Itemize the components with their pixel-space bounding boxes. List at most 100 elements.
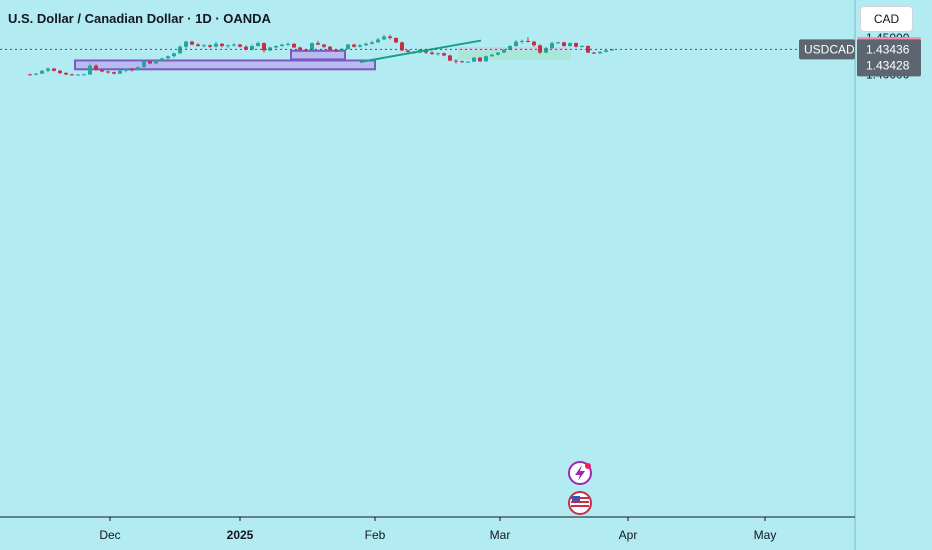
candle — [340, 48, 344, 52]
candle-body — [250, 46, 254, 50]
candle-body — [508, 46, 512, 50]
candle — [370, 40, 374, 45]
candle-body — [298, 47, 302, 50]
time-tick-label: Feb — [365, 528, 386, 542]
candle-body — [286, 43, 290, 45]
candle-body — [226, 45, 230, 47]
candle-body — [64, 72, 68, 75]
candle-body — [484, 56, 488, 62]
candle — [148, 60, 152, 65]
candle — [100, 69, 104, 73]
candle-body — [328, 46, 332, 50]
candle — [352, 43, 356, 48]
candle-body — [388, 36, 392, 38]
candle — [598, 51, 602, 55]
candle-body — [568, 43, 572, 47]
candle-body — [370, 42, 374, 44]
time-tick-label: Mar — [490, 528, 511, 542]
candle-body — [460, 61, 464, 63]
candle-body — [238, 44, 242, 47]
candle-body — [364, 43, 368, 46]
candle-body — [358, 45, 362, 47]
candle-body — [76, 74, 80, 76]
candle-body — [496, 52, 500, 55]
candle — [172, 52, 176, 58]
candles-layer — [28, 34, 614, 76]
time-tick-label: Dec — [99, 528, 120, 542]
candle — [76, 74, 80, 76]
candle — [190, 40, 194, 46]
candle — [466, 61, 470, 63]
candle-body — [310, 43, 314, 51]
price-badges: 1.437431.41984USDCAD1.4343613:13:301.434… — [799, 37, 921, 77]
candle — [502, 48, 506, 54]
currency-button[interactable]: CAD — [860, 6, 913, 32]
candle — [118, 70, 122, 75]
candle-body — [316, 43, 320, 45]
candle-body — [40, 70, 44, 74]
candle-body — [70, 74, 74, 76]
chart-title: U.S. Dollar / Canadian Dollar · 1D · OAN… — [8, 11, 271, 26]
candle-body — [274, 46, 278, 48]
candle — [34, 72, 38, 76]
candle — [262, 42, 266, 53]
candle — [592, 51, 596, 55]
candle — [214, 41, 218, 48]
candle — [142, 59, 146, 68]
entry-price-label: 1.43428 — [866, 58, 910, 72]
candle-body — [196, 44, 200, 47]
candle — [124, 68, 128, 73]
candle-body — [178, 46, 182, 54]
candle — [604, 49, 608, 53]
candle-body — [244, 46, 248, 50]
candle — [496, 51, 500, 56]
candle-body — [526, 40, 530, 42]
candle — [88, 63, 92, 76]
candle-body — [382, 36, 386, 40]
candle — [550, 41, 554, 49]
candle-body — [406, 50, 410, 52]
candle-body — [520, 40, 524, 42]
candle — [532, 40, 536, 47]
candle — [160, 57, 164, 63]
candle — [580, 45, 584, 48]
candle-body — [220, 43, 224, 47]
candle-body — [550, 43, 554, 49]
candle-body — [262, 43, 266, 51]
lightning-event-icon[interactable] — [568, 461, 592, 485]
stop-loss-zone — [458, 47, 571, 50]
candle — [202, 43, 206, 48]
candle-body — [322, 44, 326, 47]
candle-body — [430, 52, 434, 55]
candle-body — [592, 52, 596, 54]
candle-body — [214, 43, 218, 47]
candle — [406, 49, 410, 53]
candle — [520, 39, 524, 44]
us-flag-event-icon[interactable] — [568, 491, 592, 515]
candle — [130, 67, 134, 72]
candle-body — [94, 65, 98, 71]
candle — [388, 34, 392, 40]
candle-body — [256, 43, 260, 47]
candle-body — [556, 42, 560, 44]
candle-body — [58, 70, 62, 73]
candle-body — [88, 65, 92, 75]
candle-body — [142, 61, 146, 68]
candle-body — [148, 61, 152, 64]
candle — [166, 55, 170, 60]
candle — [448, 54, 452, 62]
candle — [232, 43, 236, 47]
support-zone — [74, 59, 376, 71]
candle — [154, 59, 158, 65]
candle-body — [394, 38, 398, 43]
candle — [358, 43, 362, 48]
candle-body — [112, 72, 116, 74]
candle — [136, 66, 140, 71]
candle-body — [82, 74, 86, 76]
candle — [478, 56, 482, 63]
candle — [568, 42, 572, 47]
candle-body — [562, 42, 566, 47]
candle-body — [340, 48, 344, 52]
